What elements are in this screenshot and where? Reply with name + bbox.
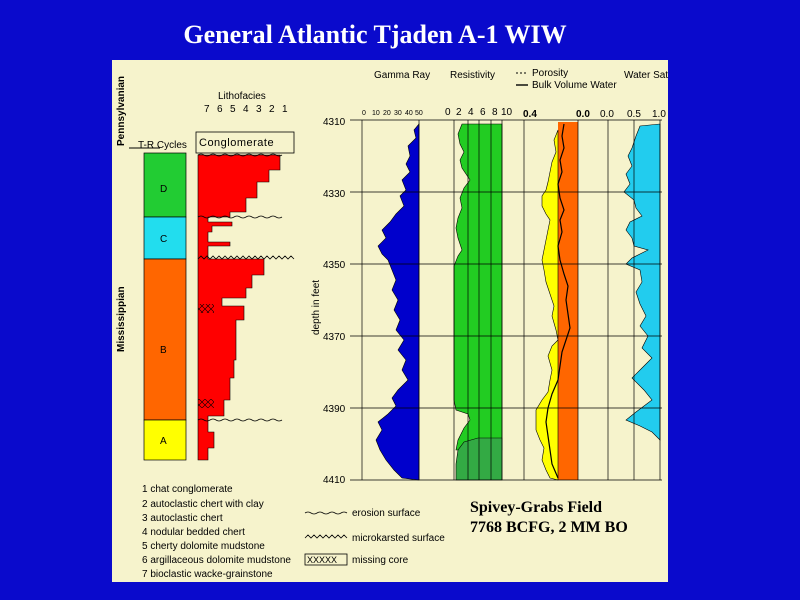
facies-legend-item: 1 chat conglomerate [142, 484, 233, 495]
gamma-scale: 0 10 20 30 40 50 [362, 110, 423, 117]
res-tick: 10 [501, 107, 513, 118]
gamma-tick: 20 [383, 110, 391, 117]
well-log-diagram: Pennsylvanian Mississippian T-R Cycles D… [116, 68, 668, 580]
depth-tick: 4330 [323, 189, 346, 200]
depth-axis-label: depth in feet [311, 280, 322, 335]
page-title: General Atlantic Tjaden A-1 WIW [183, 20, 567, 49]
symbol-legend-item: erosion surface [352, 508, 421, 519]
gamma-tick: 30 [394, 110, 402, 117]
cycle-b [143, 258, 187, 421]
missing-core-2 [198, 399, 214, 408]
porosity-legend-label: Porosity [532, 68, 568, 79]
cycles-column: D C B A [143, 152, 187, 461]
bvw-legend-label: Bulk Volume Water [532, 80, 617, 91]
facies-legend-item: 5 cherty dolomite mudstone [142, 541, 265, 552]
litho-tick-2: 2 [269, 104, 275, 115]
conglomerate-label: Conglomerate [199, 137, 274, 149]
depth-tick: 4310 [323, 117, 346, 128]
facies-legend-item: 3 autoclastic chert [142, 513, 223, 524]
erosion-line [197, 153, 283, 157]
porosity-legend: Porosity Bulk Volume Water [516, 68, 617, 91]
gamma-ray-curve [375, 123, 420, 481]
missing-core-1 [198, 304, 214, 313]
conglomerate-box [195, 131, 295, 154]
litho-tick-5: 5 [230, 104, 236, 115]
cycle-label-c: C [160, 234, 167, 245]
period-pennsylvanian: Pennsylvanian [116, 76, 127, 146]
bvw-curve [545, 123, 571, 479]
litho-tick-7: 7 [204, 104, 210, 115]
microkarst-line [197, 255, 295, 260]
res-tick: 6 [480, 107, 486, 118]
depth-tick: 4390 [323, 404, 346, 415]
facies-legend-item: 6 argillaceous dolomite mudstone [142, 555, 291, 566]
missing-core-symbol [304, 553, 348, 566]
resistivity-scale: 0 2 4 6 8 10 [445, 107, 513, 118]
gamma-tick: 50 [415, 110, 423, 117]
saturation-track-frame [607, 120, 661, 480]
lithofacies-label: Lithofacies [218, 91, 266, 102]
field-info: Spivey-Grabs Field 7768 BCFG, 2 MM BO [470, 498, 628, 538]
facies-legend-item: 4 nodular bedded chert [142, 527, 245, 538]
facies-legend: 1 chat conglomerate 2 autoclastic chert … [142, 484, 291, 580]
gamma-tick: 10 [372, 110, 380, 117]
sw-tick: 1.0 [652, 109, 666, 120]
facies-legend-item: 2 autoclastic chert with clay [142, 499, 264, 510]
gamma-label: Gamma Ray [374, 70, 430, 81]
erosion-line [197, 215, 283, 219]
porosity-track-frame [523, 120, 579, 480]
gamma-tick: 40 [405, 110, 413, 117]
litho-tick-1: 1 [282, 104, 288, 115]
res-tick: 4 [468, 107, 474, 118]
res-tick: 0 [445, 107, 451, 118]
litho-tick-6: 6 [217, 104, 223, 115]
gamma-tick: 0 [362, 110, 366, 117]
res-tick: 2 [456, 107, 462, 118]
gamma-track-frame [361, 120, 420, 480]
resistivity-curve [453, 123, 503, 451]
sw-tick: 0.5 [627, 109, 641, 120]
cycles-label: T-R Cycles [138, 140, 187, 151]
cycle-label-a: A [160, 436, 167, 447]
erosion-line [197, 418, 283, 422]
missing-core-pattern: XXXXX [307, 555, 337, 565]
cycle-label-d: D [160, 184, 167, 195]
symbol-legend-item: missing core [352, 555, 409, 566]
period-mississippian: Mississippian [116, 286, 127, 352]
lithofacies-profile [197, 154, 281, 461]
cycle-a [143, 419, 187, 461]
depth-tick: 4410 [323, 475, 346, 486]
litho-tick-3: 3 [256, 104, 262, 115]
resistivity-label: Resistivity [450, 70, 495, 81]
sw-tick: 0.0 [600, 109, 614, 120]
saturation-label: Water Saturation [624, 70, 668, 81]
litho-tick-4: 4 [243, 104, 249, 115]
porosity-scale-right: 0.0 [576, 109, 590, 120]
res-tick: 8 [492, 107, 498, 118]
erosion-surface-symbol [304, 511, 348, 515]
porosity-scale-left: 0.4 [523, 109, 537, 120]
field-production: 7768 BCFG, 2 MM BO [470, 519, 628, 536]
microkarst-symbol [304, 534, 348, 539]
depth-tick: 4370 [323, 332, 346, 343]
symbol-legend-item: microkarsted surface [352, 533, 445, 544]
cycle-label-b: B [160, 345, 167, 356]
water-saturation-curve [623, 123, 661, 441]
depth-gridlines [350, 119, 662, 481]
log-panel: Pennsylvanian Mississippian T-R Cycles D… [112, 60, 668, 582]
symbol-legend: erosion surface microkarsted surface XXX… [304, 508, 445, 566]
resistivity-track-frame [453, 120, 503, 480]
saturation-scale: 0.0 0.5 1.0 [600, 109, 666, 120]
lithofacies-scale: 7 6 5 4 3 2 1 [204, 104, 288, 115]
facies-legend-item: 7 bioclastic wacke-grainstone [142, 569, 273, 580]
field-name: Spivey-Grabs Field [470, 499, 603, 516]
cycle-d [143, 152, 187, 218]
depth-tick: 4350 [323, 260, 346, 271]
depth-ticks: 4310 4330 4350 4370 4390 4410 [323, 117, 346, 486]
surface-lines [197, 153, 295, 422]
